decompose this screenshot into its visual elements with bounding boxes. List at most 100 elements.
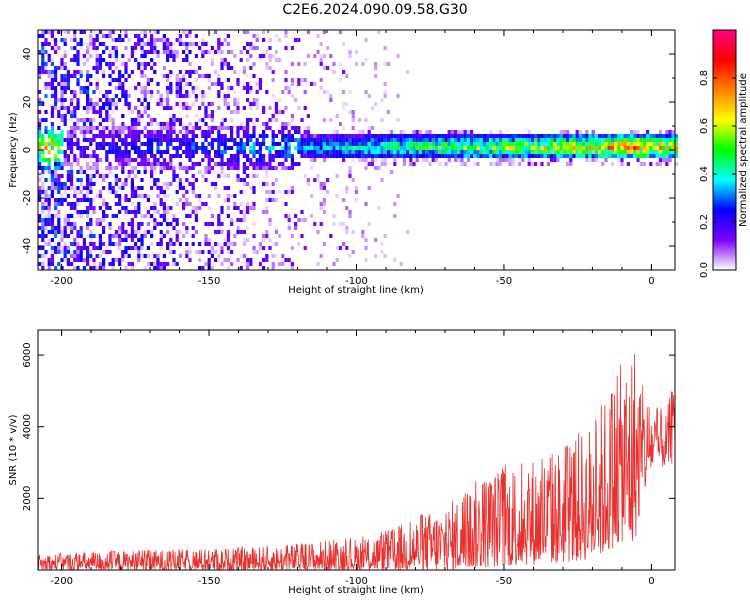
spectrogram-cell xyxy=(50,170,54,174)
spectrogram-cell xyxy=(137,110,141,114)
spectrogram-cell xyxy=(121,226,125,230)
spectrogram-cell xyxy=(322,210,326,214)
spectrogram-cell xyxy=(194,54,198,58)
spectrogram-cell xyxy=(111,190,115,194)
spectrogram-cell xyxy=(95,246,99,250)
spectrogram-cell xyxy=(258,82,262,86)
spectrogram-cell xyxy=(534,146,538,150)
spectrogram-cell xyxy=(50,94,54,98)
spectrogram-cell xyxy=(73,206,77,210)
spectrogram-cell xyxy=(207,74,211,78)
spectrogram-cell xyxy=(70,46,74,50)
spectrogram-cell xyxy=(358,138,362,142)
spectrogram-cell xyxy=(223,150,227,154)
spectrogram-cell xyxy=(185,30,189,34)
spectrogram-cell xyxy=(76,186,80,190)
spectrogram-cell xyxy=(498,142,502,146)
spectrogram-cell xyxy=(166,142,170,146)
spectrogram-cell xyxy=(60,138,64,142)
spectrogram-cell xyxy=(169,154,173,158)
spectrogram-cell xyxy=(415,154,419,158)
spectrogram-cell xyxy=(127,74,131,78)
spectrogram-cell xyxy=(550,142,554,146)
spectrogram-cell xyxy=(540,142,544,146)
spectrogram-cell xyxy=(210,250,214,254)
spectrogram-cell xyxy=(543,142,547,146)
spectrogram-cell xyxy=(121,158,125,162)
spectrogram-cell xyxy=(236,146,240,150)
spectrogram-cell xyxy=(82,86,86,90)
spectrogram-cell xyxy=(274,166,278,170)
spectrogram-cell xyxy=(354,62,358,66)
spectrogram-cell xyxy=(265,90,269,94)
spectrogram-cell xyxy=(159,246,163,250)
spectrogram-cell xyxy=(434,142,438,146)
spectrogram-cell xyxy=(44,158,48,162)
spectrogram-cell xyxy=(92,38,96,42)
spectrogram-cell xyxy=(348,254,352,258)
spectrogram-cell xyxy=(207,142,211,146)
spectrogram-cell xyxy=(390,146,394,150)
spectrogram-cell xyxy=(98,30,102,34)
spectrogram-cell xyxy=(108,242,112,246)
spectrogram-cell xyxy=(86,146,90,150)
spectrogram-cell xyxy=(194,162,198,166)
spectrogram-cell xyxy=(140,54,144,58)
spectrogram-cell xyxy=(649,134,653,138)
spectrogram-cell xyxy=(118,234,122,238)
spectrogram-cell xyxy=(329,234,333,238)
spectrogram-cell xyxy=(210,102,214,106)
spectrogram-cell xyxy=(262,138,266,142)
spectrogram-cell xyxy=(66,30,70,34)
colorbar-tick-label: 0.8 xyxy=(699,70,710,86)
spectrogram-cell xyxy=(201,90,205,94)
spectrogram-cell xyxy=(162,266,166,270)
spectrogram-cell xyxy=(255,150,259,154)
spectrogram-cell xyxy=(201,42,205,46)
x-tick-label: -150 xyxy=(198,276,221,287)
spectrogram-cell xyxy=(121,230,125,234)
spectrogram-cell xyxy=(102,74,106,78)
spectrogram-cell xyxy=(511,134,515,138)
spectrogram-cell xyxy=(70,178,74,182)
spectrogram-cell xyxy=(559,130,563,134)
spectrogram-cell xyxy=(642,154,646,158)
spectrogram-cell xyxy=(470,130,474,134)
spectrogram-cell xyxy=(271,166,275,170)
spectrogram-cell xyxy=(274,58,278,62)
spectrogram-cell xyxy=(511,146,515,150)
spectrogram-cell xyxy=(118,130,122,134)
spectrogram-cell xyxy=(604,134,608,138)
spectrogram-cell xyxy=(348,50,352,54)
spectrogram-cell xyxy=(118,238,122,242)
spectrogram-cell xyxy=(66,262,70,266)
spectrogram-cell xyxy=(105,174,109,178)
spectrogram-cell xyxy=(118,138,122,142)
spectrogram-cell xyxy=(393,202,397,206)
spectrogram-cell xyxy=(156,254,160,258)
spectrogram-cell xyxy=(239,138,243,142)
spectrogram-cell xyxy=(255,118,259,122)
spectrogram-cell xyxy=(82,130,86,134)
spectrogram-cell xyxy=(57,198,61,202)
spectrogram-cell xyxy=(79,250,83,254)
spectrogram-cell xyxy=(444,134,448,138)
spectrogram-cell xyxy=(591,158,595,162)
spectrogram-cell xyxy=(73,194,77,198)
spectrogram-cell xyxy=(207,126,211,130)
spectrogram-cell xyxy=(274,102,278,106)
spectrogram-cell xyxy=(278,154,282,158)
spectrogram-cell xyxy=(92,126,96,130)
spectrogram-cell xyxy=(143,106,147,110)
spectrogram-cell xyxy=(322,242,326,246)
spectrogram-cell xyxy=(134,42,138,46)
spectrogram-cell xyxy=(70,174,74,178)
spectrogram-cell xyxy=(166,54,170,58)
spectrogram-cell xyxy=(671,150,675,154)
spectrogram-cell xyxy=(290,246,294,250)
spectrogram-cell xyxy=(377,150,381,154)
spectrogram-cell xyxy=(252,102,256,106)
spectrogram-cell xyxy=(386,154,390,158)
spectrogram-cell xyxy=(377,166,381,170)
spectrogram-cell xyxy=(268,194,272,198)
